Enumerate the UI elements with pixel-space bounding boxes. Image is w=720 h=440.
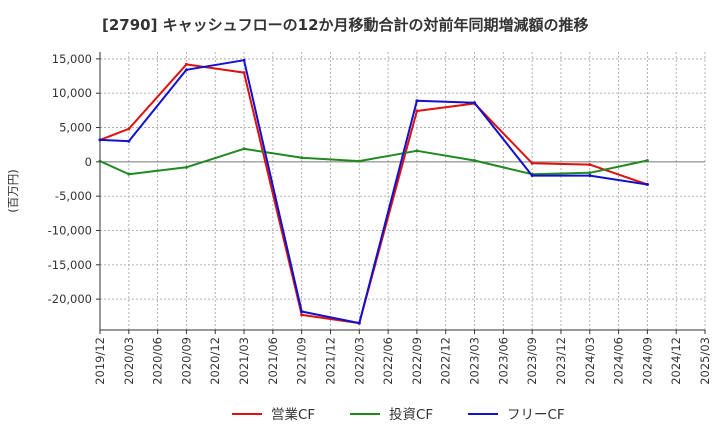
x-tick-label: 2024/09 — [640, 337, 654, 385]
data-point-1-3 — [184, 165, 188, 169]
data-point-0-5 — [242, 71, 246, 75]
y-tick-label: 5,000 — [59, 121, 92, 135]
x-tick-label: 2023/06 — [496, 337, 510, 385]
y-tick-label: 10,000 — [52, 86, 92, 100]
data-point-1-19 — [645, 158, 649, 162]
y-tick-label: -15,000 — [48, 258, 92, 272]
x-tick-label: 2022/09 — [410, 337, 424, 385]
x-tick-label: 2022/03 — [352, 337, 366, 385]
x-tick-label: 2025/03 — [698, 337, 712, 385]
x-tick-label: 2021/12 — [323, 337, 337, 385]
data-point-0-11 — [415, 109, 419, 113]
x-tick-label: 2020/09 — [179, 337, 193, 385]
data-point-1-17 — [588, 171, 592, 175]
data-point-2-19 — [645, 182, 649, 186]
series-lines — [98, 58, 649, 325]
data-point-2-17 — [588, 174, 592, 178]
data-point-0-15 — [530, 161, 534, 165]
data-point-0-7 — [300, 313, 304, 317]
data-point-0-1 — [127, 127, 131, 131]
y-tick-label: 15,000 — [52, 52, 92, 66]
data-point-2-15 — [530, 174, 534, 178]
x-tick-label: 2020/06 — [151, 337, 165, 385]
x-tick-label: 2024/06 — [612, 337, 626, 385]
data-point-1-9 — [357, 159, 361, 163]
x-tick-label: 2023/03 — [468, 337, 482, 385]
plot-area — [100, 52, 705, 330]
x-tick-label: 2020/03 — [122, 337, 136, 385]
y-tick-label: -20,000 — [48, 292, 92, 306]
data-point-2-9 — [357, 321, 361, 325]
x-tick-label: 2019/12 — [93, 337, 107, 385]
data-point-2-1 — [127, 139, 131, 143]
data-point-2-0 — [98, 138, 102, 142]
x-tick-label: 2024/12 — [669, 337, 683, 385]
data-point-1-5 — [242, 147, 246, 151]
x-tick-label: 2021/09 — [295, 337, 309, 385]
legend-label-0: 営業CF — [271, 407, 315, 423]
data-point-2-13 — [473, 101, 477, 105]
data-point-2-5 — [242, 58, 246, 62]
data-point-1-13 — [473, 158, 477, 162]
data-point-1-1 — [127, 172, 131, 176]
chart-title: [2790] キャッシュフローの12か月移動合計の対前年同期増減額の推移 — [102, 16, 589, 34]
x-tick-label: 2023/12 — [554, 337, 568, 385]
y-tick-label: -5,000 — [55, 189, 92, 203]
x-tick-label: 2022/06 — [381, 337, 395, 385]
data-point-0-17 — [588, 163, 592, 167]
grid-lines — [99, 52, 706, 330]
legend-label-2: フリーCF — [507, 407, 565, 423]
data-point-2-7 — [300, 309, 304, 313]
y-tick-label: 0 — [85, 155, 92, 169]
x-tick-label: 2024/03 — [583, 337, 597, 385]
x-tick-label: 2021/03 — [237, 337, 251, 385]
data-point-1-7 — [300, 156, 304, 160]
x-tick-label: 2023/09 — [525, 337, 539, 385]
data-point-1-11 — [415, 149, 419, 153]
x-tick-label: 2020/12 — [208, 337, 222, 385]
y-axis-label: (百万円) — [6, 169, 20, 212]
legend: 営業CF 投資CF フリーCF — [232, 407, 565, 423]
y-tick-label: -10,000 — [48, 223, 92, 237]
data-point-0-3 — [184, 62, 188, 66]
y-axis-ticks: 15,000 10,000 5,000 0 -5,000 -10,000 -15,000 -2… — [48, 52, 100, 306]
x-tick-label: 2022/12 — [439, 337, 453, 385]
data-point-2-3 — [184, 68, 188, 72]
data-point-2-11 — [415, 99, 419, 103]
x-tick-label: 2021/06 — [266, 337, 280, 385]
legend-label-1: 投資CF — [389, 407, 433, 423]
x-axis-ticks: 2019/12 2020/03 2020/06 2020/09 2020/12 2021/… — [93, 330, 712, 385]
